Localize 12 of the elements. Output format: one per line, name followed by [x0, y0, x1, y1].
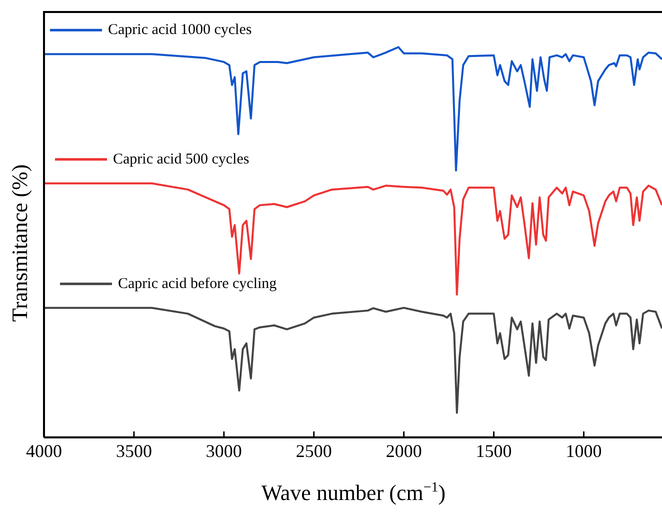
x-tick-label: 1500: [476, 440, 512, 461]
x-axis-title: Wave number (cm$^{−1}$): [260, 480, 447, 506]
x-tick-label: 2000: [386, 440, 422, 461]
x-tick-label: 1000: [566, 440, 602, 461]
legend-label: Capric acid before cycling: [118, 276, 278, 292]
legend-label: Capric acid 500 cycles: [113, 151, 250, 168]
x-tick-label: 4000: [26, 440, 62, 461]
x-tick-label: 3000: [206, 440, 242, 461]
legend-label: Capric acid 1000 cycles: [108, 22, 252, 38]
y-axis-title: Transmitance (%): [7, 163, 33, 324]
x-tick-label: 3500: [116, 440, 152, 461]
x-tick-label: 2500: [296, 440, 332, 461]
